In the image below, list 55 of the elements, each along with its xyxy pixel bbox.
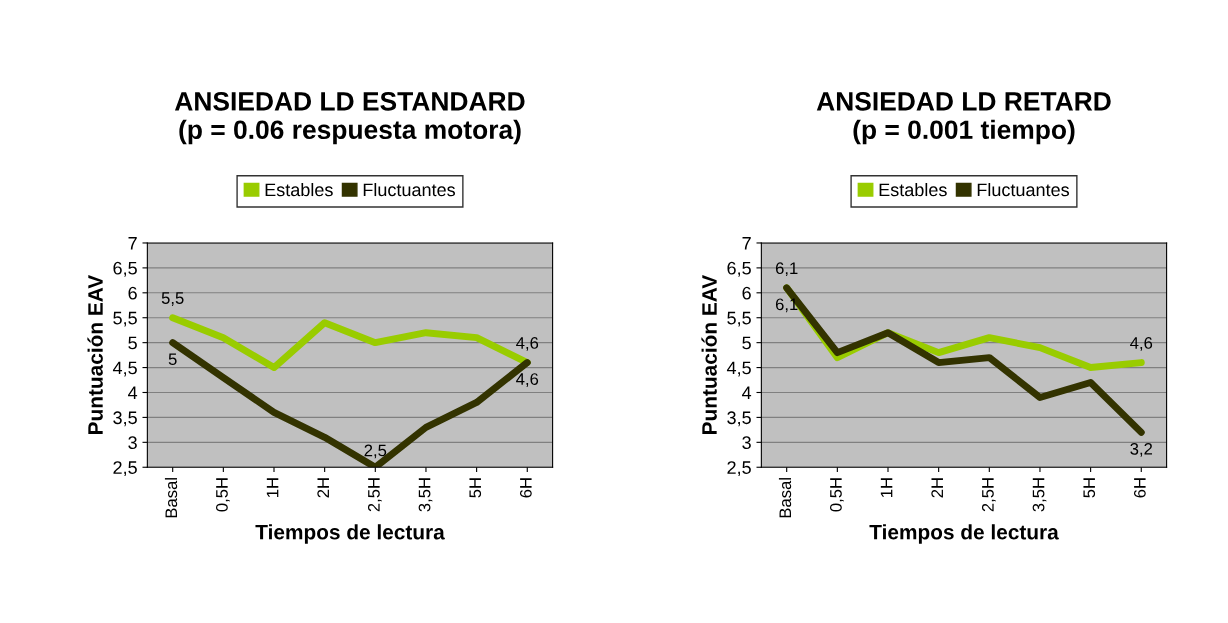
x-tick-label: 2,5H: [981, 478, 996, 512]
y-axis-title: Puntuación EAV: [701, 274, 717, 434]
y-tick-label: 4: [742, 386, 752, 400]
x-tick-label: Basal: [778, 478, 792, 518]
x-tick-label: 0,5H: [216, 478, 230, 512]
x-tick-label: 6H: [519, 478, 532, 498]
y-tick-label: 5,5: [113, 311, 137, 327]
y-tick-label: 4,5: [112, 361, 137, 377]
data-label: 6,1: [775, 298, 798, 313]
y-tick-label: 5: [128, 336, 137, 350]
y-tick-label: 3: [128, 436, 137, 450]
data-label: 4,6: [516, 337, 539, 351]
legend-label: Estables: [879, 182, 947, 197]
legend-label: Fluctuantes: [363, 182, 455, 197]
y-tick-label: 2,5: [113, 461, 137, 477]
x-tick-label: 1H: [266, 478, 279, 498]
y-tick-label: 3: [742, 436, 751, 450]
legend-label: Estables: [265, 182, 333, 197]
y-tick-label: 6,5: [727, 261, 751, 277]
y-tick-label: 5,5: [727, 311, 751, 327]
data-label: 6,1: [775, 262, 798, 277]
data-label: 4,6: [1130, 337, 1153, 351]
x-tick-label: 5H: [469, 478, 482, 498]
x-tick-label: 2H: [931, 478, 943, 498]
data-label: 5,5: [161, 292, 184, 306]
x-axis-title: Tiempos de lectura: [869, 524, 1059, 544]
data-label: 2,5: [364, 444, 387, 459]
chart-title: ANSIEDAD LD RETARD (p = 0.001 tiempo): [816, 91, 1111, 145]
y-tick-label: 7: [742, 237, 751, 250]
chart-title: ANSIEDAD LD ESTANDARD (p = 0.06 respuesta motora): [174, 91, 525, 145]
x-tick-label: 3,5H: [1032, 478, 1047, 512]
x-tick-label: 0,5H: [830, 478, 844, 512]
y-tick-label: 3,5: [727, 411, 751, 427]
y-tick-label: 7: [128, 237, 137, 250]
y-tick-label: 4: [128, 386, 138, 400]
y-tick-label: 6: [128, 286, 137, 300]
x-tick-label: Basal: [164, 478, 178, 518]
x-tick-label: 5H: [1083, 478, 1096, 498]
x-tick-label: 6H: [1133, 478, 1146, 498]
x-axis-title: Tiempos de lectura: [255, 524, 445, 544]
y-tick-label: 3,5: [113, 411, 137, 427]
y-tick-label: 6: [742, 286, 751, 300]
x-tick-label: 2H: [317, 478, 329, 498]
y-axis-title: Puntuación EAV: [87, 274, 103, 434]
data-label: 5: [168, 353, 177, 366]
data-label: 3,2: [1130, 442, 1153, 457]
y-tick-label: 4,5: [726, 361, 751, 377]
x-tick-label: 3,5H: [418, 478, 433, 512]
x-tick-label: 1H: [880, 478, 893, 498]
y-tick-label: 2,5: [727, 461, 751, 477]
x-tick-label: 2,5H: [367, 478, 382, 512]
data-label: 4,6: [516, 373, 539, 387]
y-tick-label: 5: [742, 336, 751, 350]
legend-label: Fluctuantes: [977, 182, 1069, 197]
y-tick-label: 6,5: [113, 261, 137, 277]
